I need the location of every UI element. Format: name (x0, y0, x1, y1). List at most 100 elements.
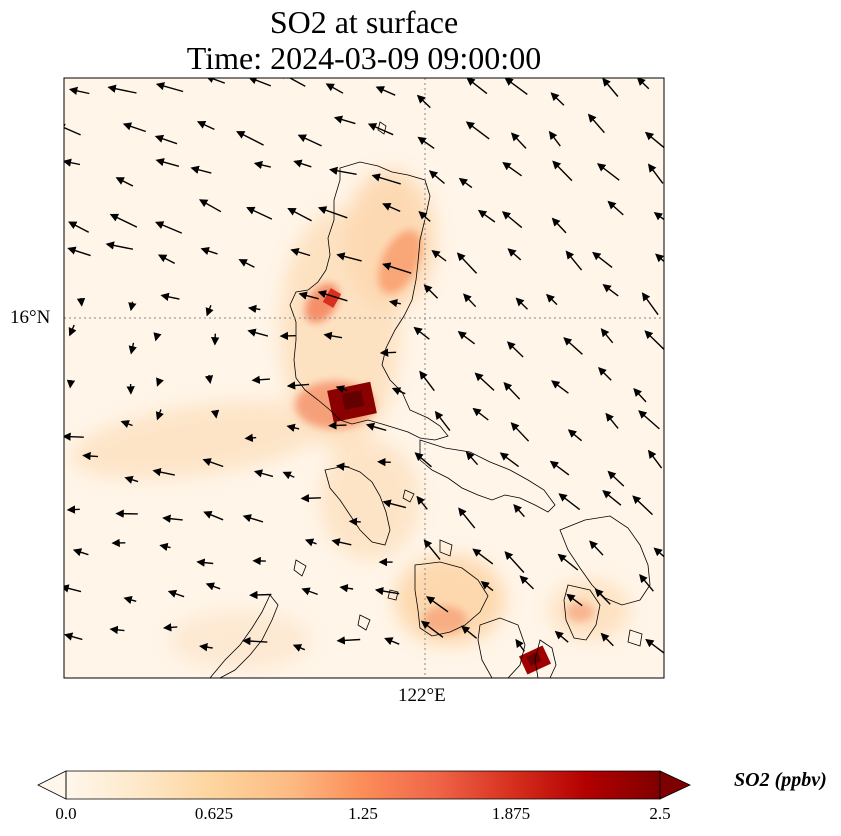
wind-arrow (109, 213, 138, 228)
panay-coastline (414, 561, 489, 637)
wind-arrow (247, 304, 261, 314)
wind-arrow (159, 542, 171, 552)
wind-arrow (472, 407, 489, 421)
wind-arrow (551, 380, 569, 394)
wind-arrow (653, 547, 664, 558)
wind-arrow (419, 370, 435, 392)
wind-arrow (388, 298, 401, 308)
wind-arrow (287, 207, 312, 222)
so2-concentration-field (71, 170, 630, 675)
wind-arrow (423, 284, 439, 299)
wind-arrow (248, 78, 272, 87)
wind-arrow (154, 134, 178, 145)
wind-arrow (644, 330, 664, 351)
wind-arrow (632, 495, 653, 516)
wind-arrow (156, 377, 164, 387)
wind-arrow (504, 78, 528, 95)
wind-arrow (605, 412, 619, 429)
wind-arrow (501, 211, 523, 229)
wind-arrow (594, 588, 611, 605)
wind-arrow (290, 247, 311, 257)
wind-arrow (420, 620, 444, 638)
wind-arrow (653, 211, 664, 221)
wind-arrow (300, 494, 321, 503)
wind-arrow (600, 632, 614, 647)
wind-arrow (645, 638, 664, 654)
wind-arrow (120, 420, 133, 428)
wind-arrow (551, 217, 567, 234)
wind-arrow (155, 158, 180, 167)
colorbar-tick: 1.875 (491, 804, 531, 823)
wind-arrow (431, 249, 447, 262)
wind-arrow (348, 517, 361, 526)
wind-arrow (423, 539, 441, 560)
wind-arrow (304, 538, 317, 547)
wind-arrow (515, 638, 525, 652)
wind-arrow (210, 409, 220, 419)
wind-arrow (461, 625, 478, 639)
wind-arrow (64, 123, 81, 136)
colorbar-extend-low (37, 770, 67, 800)
negros-coastline (477, 617, 526, 678)
wind-arrow (552, 160, 573, 182)
wind-arrow (510, 422, 530, 442)
wind-arrow (456, 252, 478, 274)
wind-arrow (636, 78, 650, 90)
wind-arrow (301, 587, 318, 596)
wind-arrow (339, 584, 354, 593)
wind-arrow (506, 341, 524, 358)
wind-arrow (336, 636, 361, 645)
wind-arrow (153, 332, 162, 342)
palawan-coastline (209, 594, 279, 678)
wind-arrow (317, 290, 348, 302)
wind-arrow (466, 78, 488, 95)
wind-arrow (503, 381, 521, 400)
plot-frame (63, 77, 665, 679)
luzon-coastline (289, 161, 449, 441)
wind-arrow (123, 595, 137, 605)
colorbar-gradient (66, 771, 660, 799)
wind-arrow (655, 253, 664, 263)
wind-arrow (336, 252, 362, 262)
bicol-coastline (419, 439, 556, 513)
wind-arrow (317, 206, 348, 219)
wind-arrow (374, 586, 400, 596)
wind-arrow (592, 251, 613, 268)
wind-arrow (242, 636, 268, 646)
wind-arrow (602, 78, 619, 97)
wind-arrow (457, 331, 476, 345)
wind-arrow (64, 632, 83, 641)
wind-arrow (567, 429, 583, 442)
wind-arrow (128, 301, 137, 312)
wind-arrow (474, 372, 495, 391)
wind-arrow (253, 469, 274, 478)
wind-arrow (554, 630, 569, 643)
wind-arrow (205, 582, 221, 591)
wind-arrow (64, 158, 81, 167)
wind-arrow (472, 548, 494, 565)
colorbar-tick: 1.25 (348, 804, 378, 823)
wind-arrow (513, 504, 525, 518)
wind-arrow (367, 123, 394, 136)
wind-arrow (602, 284, 619, 297)
islet-5 (627, 629, 643, 647)
wind-arrow (602, 490, 622, 506)
wind-arrow (68, 86, 90, 95)
colorbar-tick: 0.625 (194, 804, 234, 823)
wind-arrow (72, 548, 89, 557)
wind-arrow (382, 499, 407, 509)
northern-islet (377, 121, 387, 135)
wind-arrow (335, 385, 348, 394)
wind-arrow (557, 553, 579, 571)
wind-arrow (247, 328, 269, 337)
wind-arrow (638, 410, 660, 430)
wind-arrow (647, 163, 664, 184)
wind-arrow (190, 165, 212, 174)
wind-arrow (155, 82, 184, 93)
wind-arrow (128, 342, 137, 355)
wind-arrow (66, 379, 76, 389)
wind-arrow (196, 558, 214, 567)
wind-arrow (499, 452, 520, 468)
wind-arrow (64, 432, 84, 441)
wind-arrow (587, 113, 605, 134)
